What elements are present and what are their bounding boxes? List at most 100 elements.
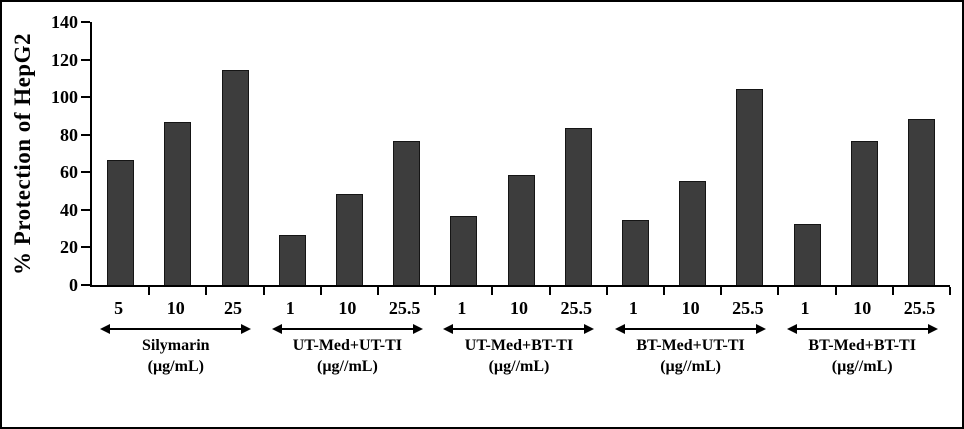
bar-slot <box>321 22 378 285</box>
group-name-label: BT-Med+UT-TI <box>636 337 745 354</box>
x-tick-mark <box>662 287 665 295</box>
bar-slot <box>264 22 321 285</box>
x-tick-label: 10 <box>510 298 529 318</box>
y-tick-label: 100 <box>51 87 78 108</box>
x-tick-label: 10 <box>681 298 700 318</box>
x-tick-mark <box>605 287 608 295</box>
x-tick-label: 25.5 <box>903 298 936 318</box>
arrowhead-right-icon <box>584 323 595 334</box>
group-unit-label: (µg/mL) <box>147 358 204 375</box>
bar-slot <box>550 22 607 285</box>
group-caption: Silymarin (µg/mL) <box>90 323 262 377</box>
x-tick-label: 1 <box>457 298 467 318</box>
x-tick-mark <box>777 287 780 295</box>
bar-slot <box>92 22 149 285</box>
arrowhead-left-icon <box>443 323 454 334</box>
arrowhead-left-icon <box>615 323 626 334</box>
group-range-arrow <box>786 323 938 334</box>
bar-slot <box>378 22 435 285</box>
group-unit-label: (µg//mL) <box>488 358 550 375</box>
x-tick-mark <box>262 287 265 295</box>
bar <box>736 88 764 285</box>
bar-slot <box>836 22 893 285</box>
arrow-shaft <box>796 327 928 330</box>
x-tick-label: 10 <box>166 298 185 318</box>
bar <box>793 223 821 285</box>
group-caption: UT-Med+BT-TI (µg//mL) <box>433 323 605 377</box>
bar <box>393 141 421 285</box>
x-tick-label: 1 <box>800 298 810 318</box>
group-range-arrow <box>443 323 595 334</box>
bar-slot <box>778 22 835 285</box>
group-captions-row: Silymarin (µg/mL) UT-Med+UT-TI (µg//mL) UT-M… <box>90 323 948 377</box>
y-tick-label: 40 <box>60 199 78 220</box>
x-tick-label: 25 <box>224 298 242 318</box>
group-range-arrow <box>100 323 252 334</box>
group-range-arrow <box>615 323 767 334</box>
y-tick-label: 140 <box>51 12 78 32</box>
bar <box>907 118 935 285</box>
bar-slot <box>206 22 263 285</box>
y-tick-label: 60 <box>60 162 78 183</box>
bar <box>278 235 306 285</box>
group-unit-label: (µg//mL) <box>831 358 893 375</box>
x-tick-label: 25.5 <box>732 298 764 318</box>
bar-slot <box>149 22 206 285</box>
x-tick-label: 25.5 <box>560 298 592 318</box>
arrowhead-left-icon <box>271 323 282 334</box>
bar <box>507 175 535 285</box>
x-tick-mark <box>891 287 894 295</box>
arrow-shaft <box>625 327 757 330</box>
y-tick-mark <box>81 21 90 23</box>
y-tick-mark <box>81 58 90 61</box>
x-tick-label: 25.5 <box>388 298 421 318</box>
y-tick-label: 0 <box>69 275 78 295</box>
group-name-label: UT-Med+BT-TI <box>464 337 574 354</box>
bar <box>107 160 135 285</box>
bar-slot <box>607 22 664 285</box>
arrowhead-right-icon <box>241 323 252 334</box>
bar-slot <box>492 22 549 285</box>
group-caption: BT-Med+BT-TI (µg//mL) <box>776 323 948 377</box>
bar-slot <box>435 22 492 285</box>
x-tick-label: 1 <box>285 298 295 318</box>
y-tick-mark <box>81 284 90 286</box>
group-caption: BT-Med+UT-TI (µg//mL) <box>605 323 777 377</box>
bar <box>679 180 707 285</box>
group-caption: UT-Med+UT-TI (µg//mL) <box>262 323 434 377</box>
arrowhead-right-icon <box>927 323 938 334</box>
y-axis-title: % Protection of HepG2 <box>10 33 35 275</box>
y-tick-mark <box>81 133 90 136</box>
bar <box>335 193 363 285</box>
x-tick-mark <box>205 287 208 295</box>
x-tick-mark <box>434 287 437 295</box>
y-tick-mark <box>81 246 90 249</box>
plot-area: 0 20 40 60 80 100 120 140 <box>51 13 951 295</box>
x-tick-mark <box>949 287 951 295</box>
arrow-shaft <box>453 327 585 330</box>
arrowhead-left-icon <box>786 323 797 334</box>
x-tick-labels-row: 5 10 25 1 10 25.5 1 10 25.5 1 10 25.5 1 10 25.5 <box>90 298 948 318</box>
bar <box>621 220 649 285</box>
bar-slot <box>893 22 950 285</box>
bar <box>164 122 192 285</box>
x-tick-mark <box>319 287 322 295</box>
group-unit-label: (µg//mL) <box>660 358 721 375</box>
bar <box>450 216 478 285</box>
bar <box>221 69 249 285</box>
x-tick-label: 1 <box>628 298 638 318</box>
arrow-shaft <box>110 327 242 330</box>
arrowhead-left-icon <box>100 323 111 334</box>
x-tick-mark <box>834 287 837 295</box>
y-tick-mark <box>81 208 90 211</box>
y-tick-label: 120 <box>51 49 78 70</box>
group-range-arrow <box>271 323 423 334</box>
arrow-shaft <box>281 327 413 330</box>
bar <box>564 128 592 285</box>
bar-slot <box>664 22 721 285</box>
x-tick-label: 5 <box>114 298 124 318</box>
y-tick-mark <box>81 96 90 99</box>
x-tick-mark <box>720 287 723 295</box>
arrowhead-right-icon <box>412 323 423 334</box>
